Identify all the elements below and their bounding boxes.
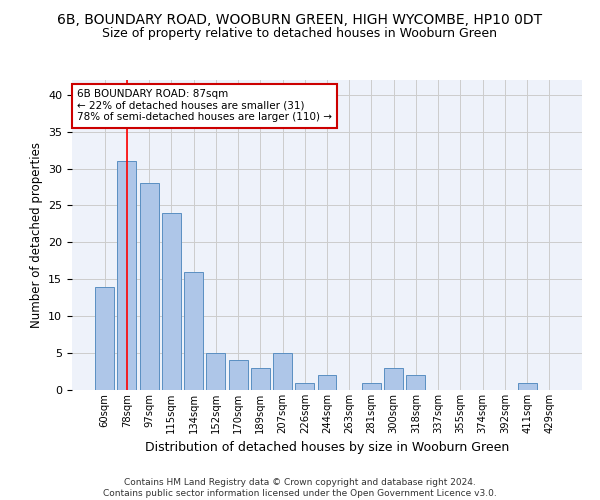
Text: 6B, BOUNDARY ROAD, WOOBURN GREEN, HIGH WYCOMBE, HP10 0DT: 6B, BOUNDARY ROAD, WOOBURN GREEN, HIGH W…: [58, 12, 542, 26]
Bar: [406, 375, 425, 390]
Bar: [229, 360, 248, 390]
Bar: [140, 184, 158, 390]
Bar: [118, 161, 136, 390]
Bar: [273, 353, 292, 390]
Bar: [362, 382, 381, 390]
Text: 6B BOUNDARY ROAD: 87sqm
← 22% of detached houses are smaller (31)
78% of semi-de: 6B BOUNDARY ROAD: 87sqm ← 22% of detache…: [77, 90, 332, 122]
Bar: [251, 368, 270, 390]
Text: Contains HM Land Registry data © Crown copyright and database right 2024.
Contai: Contains HM Land Registry data © Crown c…: [103, 478, 497, 498]
Y-axis label: Number of detached properties: Number of detached properties: [29, 142, 43, 328]
Bar: [162, 213, 181, 390]
Bar: [95, 286, 114, 390]
Bar: [184, 272, 203, 390]
Bar: [384, 368, 403, 390]
Bar: [295, 382, 314, 390]
X-axis label: Distribution of detached houses by size in Wooburn Green: Distribution of detached houses by size …: [145, 442, 509, 454]
Bar: [518, 382, 536, 390]
Bar: [206, 353, 225, 390]
Bar: [317, 375, 337, 390]
Text: Size of property relative to detached houses in Wooburn Green: Size of property relative to detached ho…: [103, 28, 497, 40]
